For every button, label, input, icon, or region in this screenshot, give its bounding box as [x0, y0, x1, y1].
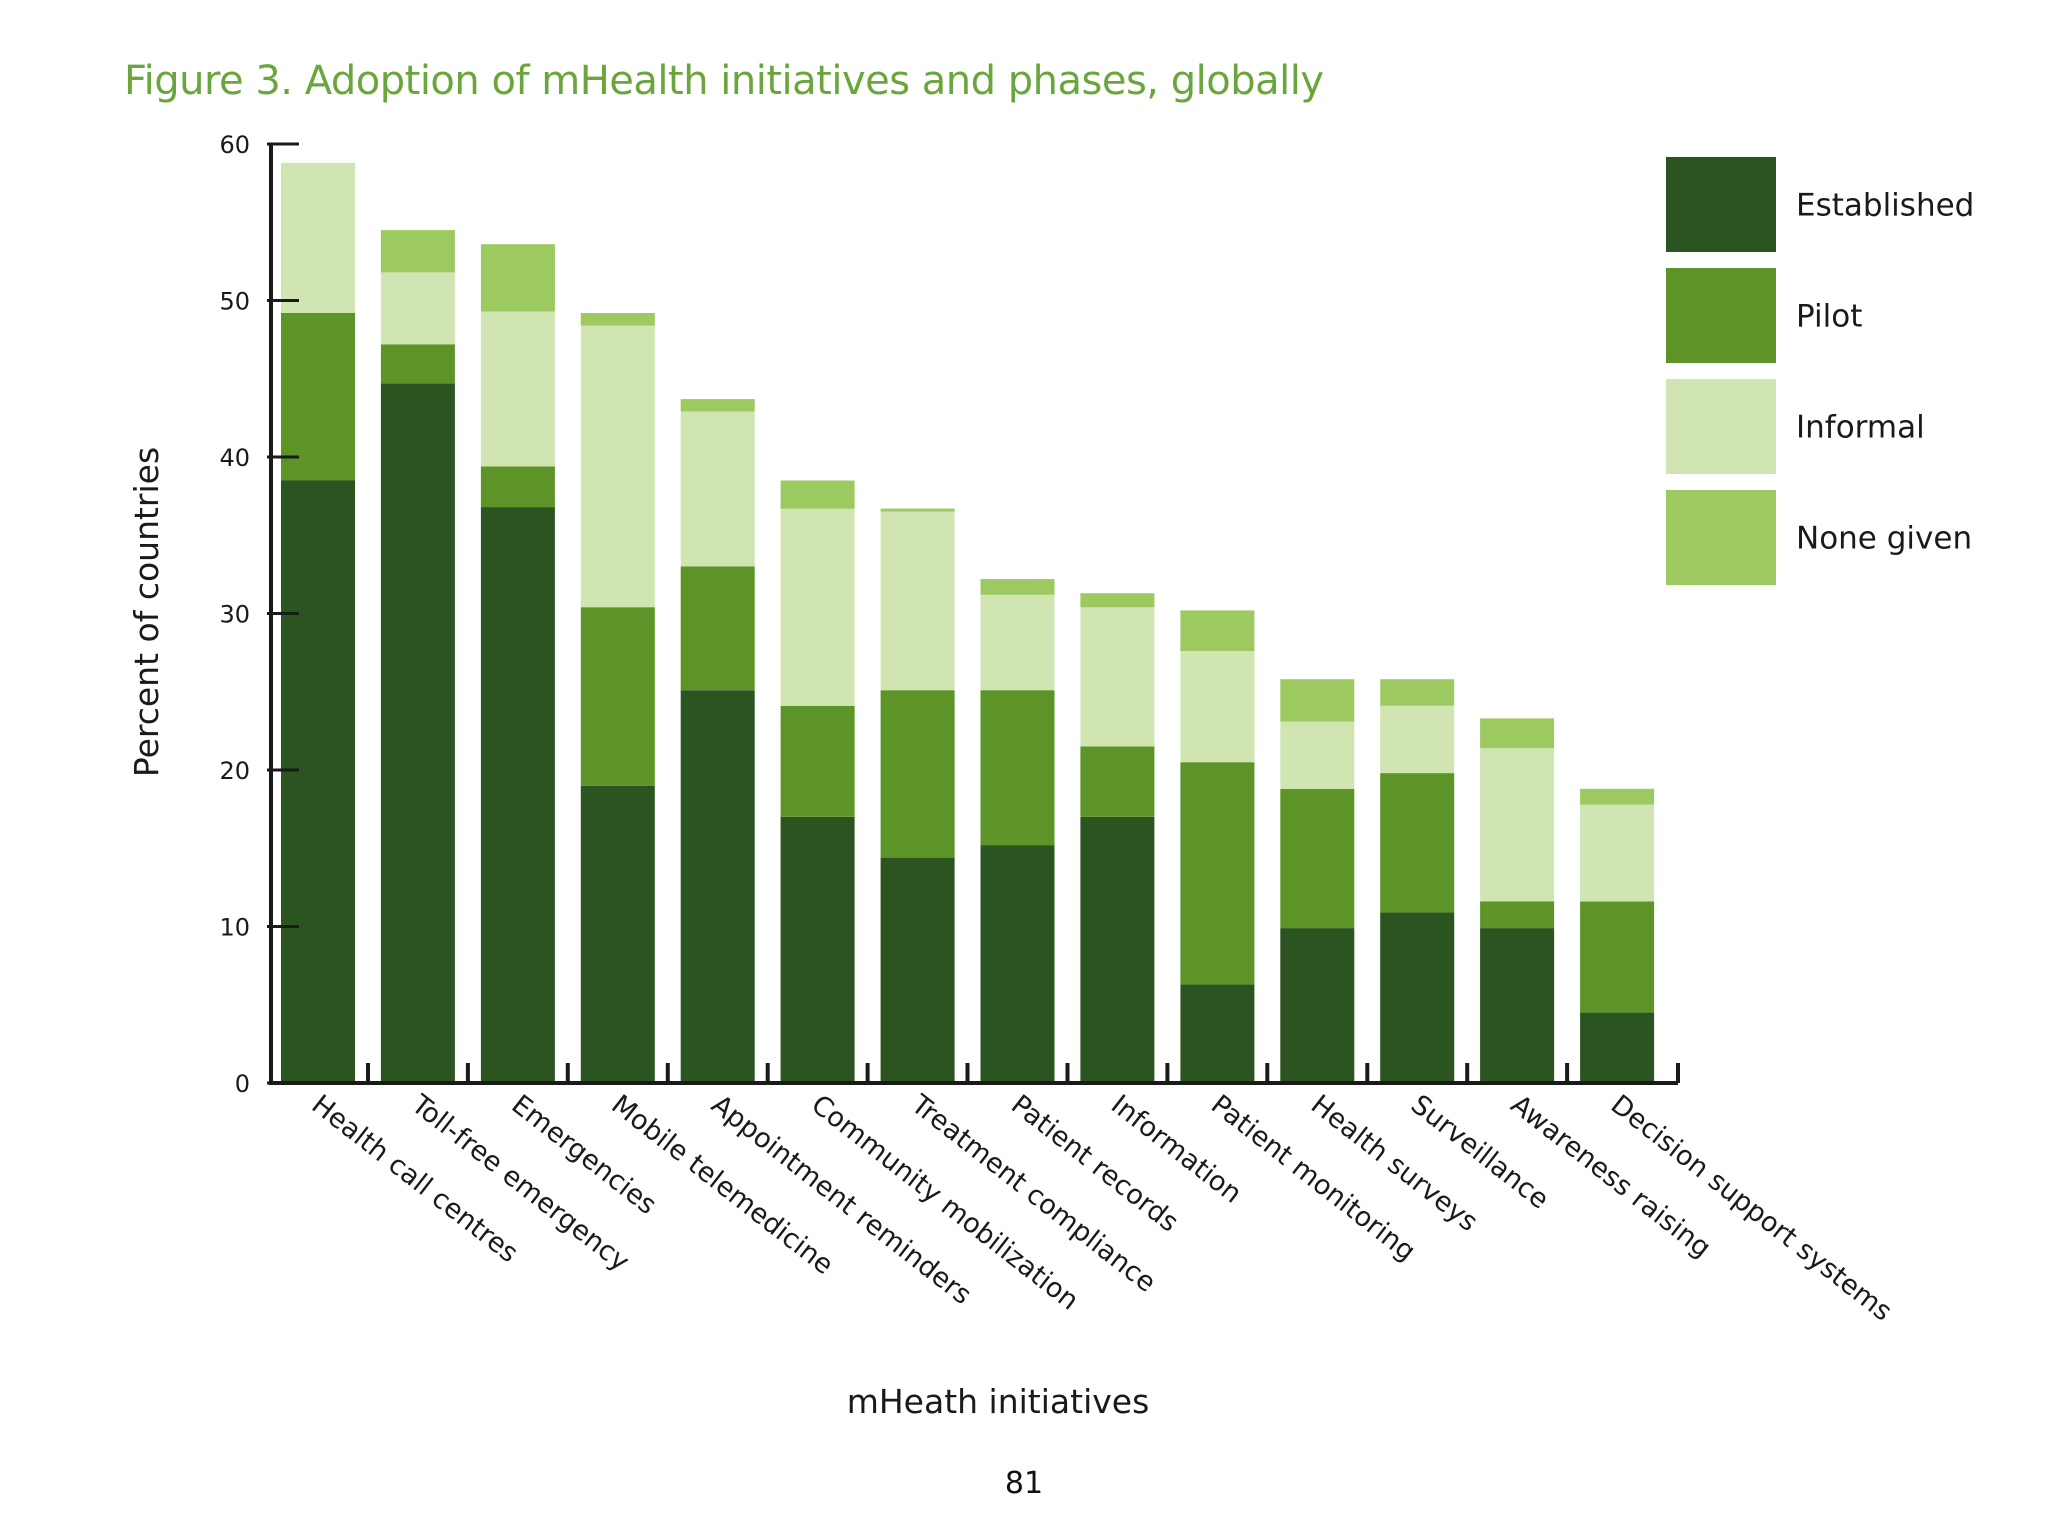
y-tick-label: 10 [219, 914, 250, 942]
legend-swatch-established [1666, 157, 1776, 252]
bar-segment-information-none-given [1080, 593, 1155, 608]
y-tick-label: 0 [235, 1070, 250, 1098]
y-tick-label: 40 [219, 444, 250, 472]
x-category-label: Patient records [1005, 1089, 1184, 1238]
bar-segment-toll-free-emergency-none-given [380, 230, 455, 273]
y-tick-label: 30 [219, 601, 250, 629]
bar-segment-mobile-telemedicine-established [580, 785, 655, 1083]
legend-swatch-informal [1666, 379, 1776, 474]
bar-segment-treatment-compliance-none-given [880, 508, 955, 512]
bar-segment-patient-monitoring-none-given [1180, 610, 1255, 652]
bar-segment-appointment-reminders-pilot [680, 566, 755, 691]
bar-segment-information-pilot [1080, 746, 1155, 817]
y-axis-title: Percent of countries [127, 447, 166, 777]
bar-segment-decision-support-systems-none-given [1580, 788, 1655, 805]
bar-segment-mobile-telemedicine-informal [580, 325, 655, 608]
bar-segment-health-surveys-informal [1280, 721, 1355, 789]
bar-segment-surveillance-pilot [1380, 773, 1455, 913]
bar-segment-community-mobilization-pilot [780, 705, 855, 817]
bar-segment-toll-free-emergency-established [380, 383, 455, 1083]
bar-segment-toll-free-emergency-informal [380, 272, 455, 345]
bar-segment-awareness-raising-none-given [1480, 718, 1555, 749]
bar-segment-health-call-centres-informal [281, 162, 355, 313]
bar-segment-awareness-raising-pilot [1480, 901, 1555, 929]
bar-segment-health-surveys-established [1280, 928, 1355, 1083]
bar-segment-information-informal [1080, 607, 1155, 747]
bar-segment-awareness-raising-established [1480, 928, 1555, 1083]
bar-segment-decision-support-systems-informal [1580, 804, 1655, 902]
bar-segment-health-surveys-pilot [1280, 788, 1355, 929]
chart-title: Figure 3. Adoption of mHealth initiative… [124, 58, 1324, 104]
y-ticks-group: 0 10 20 30 40 50 60 [219, 131, 299, 1098]
bar-segment-patient-records-informal [980, 594, 1055, 691]
bar-segment-patient-monitoring-pilot [1180, 762, 1255, 985]
y-tick-label: 50 [219, 288, 250, 316]
bar-segment-emergencies-pilot [480, 466, 555, 508]
legend-label-informal: Informal [1796, 410, 1925, 446]
legend: Established Pilot Informal None given [1666, 157, 1974, 585]
bar-segment-treatment-compliance-informal [880, 511, 955, 691]
x-axis-title: mHeath initiatives [847, 1382, 1150, 1421]
legend-swatch-pilot [1666, 268, 1776, 363]
page-number: 81 [1004, 1466, 1044, 1501]
bar-segment-health-call-centres-pilot [281, 313, 355, 481]
x-category-label: Health surveys [1305, 1089, 1483, 1238]
bar-segment-patient-records-pilot [980, 690, 1055, 846]
bar-segment-treatment-compliance-established [880, 857, 955, 1083]
y-tick-label: 20 [219, 757, 250, 785]
bar-segment-appointment-reminders-none-given [680, 399, 755, 412]
bar-segment-community-mobilization-informal [780, 508, 855, 706]
bar-segment-emergencies-informal [480, 311, 555, 467]
legend-swatch-none-given [1666, 490, 1776, 585]
bar-segment-decision-support-systems-established [1580, 1012, 1655, 1083]
axes-group [269, 144, 1680, 1085]
bar-segment-health-surveys-none-given [1280, 679, 1355, 722]
bar-segment-community-mobilization-established [780, 817, 855, 1083]
bar-segment-surveillance-informal [1380, 705, 1455, 774]
bar-segment-patient-records-none-given [980, 579, 1055, 595]
bar-segment-patient-monitoring-informal [1180, 651, 1255, 763]
bar-segment-patient-monitoring-established [1180, 984, 1255, 1083]
bar-segment-treatment-compliance-pilot [880, 690, 955, 858]
bar-segment-health-call-centres-established [281, 480, 355, 1083]
bar-segment-emergencies-established [480, 507, 555, 1084]
bar-segment-appointment-reminders-established [680, 690, 755, 1083]
bar-segment-mobile-telemedicine-pilot [580, 607, 655, 786]
bar-segment-toll-free-emergency-pilot [380, 344, 455, 384]
bar-segment-emergencies-none-given [480, 244, 555, 312]
bar-segment-awareness-raising-informal [1480, 748, 1555, 902]
bar-segment-decision-support-systems-pilot [1580, 901, 1655, 1013]
bar-segment-patient-records-established [980, 845, 1055, 1083]
bar-segment-appointment-reminders-informal [680, 411, 755, 567]
legend-label-established: Established [1796, 188, 1974, 224]
bar-segment-surveillance-established [1380, 912, 1455, 1083]
bar-segment-information-established [1080, 817, 1155, 1083]
bar-segment-mobile-telemedicine-none-given [580, 313, 655, 326]
bar-segment-community-mobilization-none-given [780, 480, 855, 509]
y-tick-label: 60 [219, 131, 250, 159]
bars-group [281, 162, 1655, 1084]
bar-segment-surveillance-none-given [1380, 679, 1455, 706]
legend-label-pilot: Pilot [1796, 299, 1862, 335]
legend-label-none-given: None given [1796, 521, 1972, 557]
